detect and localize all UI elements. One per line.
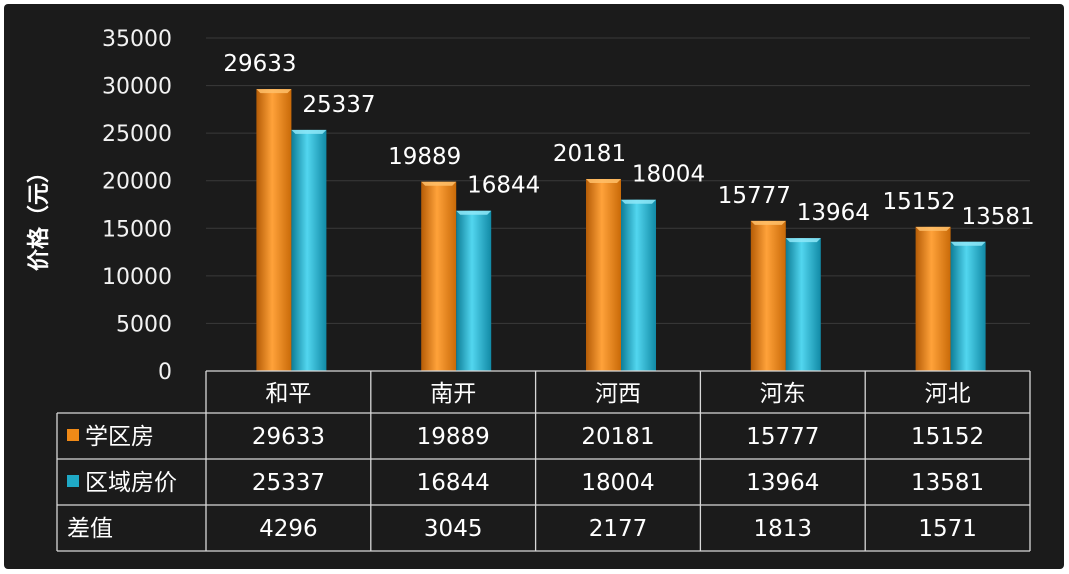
y-tick-label: 5000 bbox=[116, 312, 172, 337]
category-label: 河北 bbox=[925, 381, 971, 407]
bar-school-district bbox=[586, 178, 621, 371]
category-label: 和平 bbox=[265, 381, 311, 407]
category-label: 南开 bbox=[430, 381, 476, 407]
data-label: 25337 bbox=[302, 92, 375, 118]
y-tick-label: 35000 bbox=[102, 27, 172, 52]
bar-top-bevel bbox=[915, 226, 951, 231]
bar-top-bevel bbox=[621, 199, 656, 204]
y-axis-label: 价格（元） bbox=[26, 161, 52, 271]
category-label: 河东 bbox=[760, 381, 806, 407]
data-label: 13964 bbox=[797, 200, 870, 226]
y-tick-label: 15000 bbox=[102, 217, 172, 242]
table-cell: 19889 bbox=[417, 424, 490, 450]
data-label: 20181 bbox=[553, 141, 626, 167]
bar-top-bevel bbox=[456, 210, 492, 215]
table-cell: 15777 bbox=[746, 424, 819, 450]
data-label: 13581 bbox=[962, 204, 1035, 230]
data-label: 16844 bbox=[467, 173, 540, 199]
data-label: 29633 bbox=[223, 51, 296, 77]
table-cell: 16844 bbox=[417, 470, 490, 496]
bar-top-bevel bbox=[256, 89, 292, 94]
bar-top-bevel bbox=[750, 220, 786, 225]
bar-school-district bbox=[915, 226, 951, 371]
bar-school-district bbox=[256, 89, 292, 371]
data-label: 19889 bbox=[388, 144, 461, 170]
table-cell: 18004 bbox=[581, 470, 654, 496]
legend-entry: 差值 bbox=[67, 516, 113, 542]
table-cell: 3045 bbox=[424, 516, 483, 542]
table-cell: 13581 bbox=[911, 470, 984, 496]
legend-entry: 区域房价 bbox=[85, 470, 177, 496]
bar-top-bevel bbox=[586, 178, 621, 183]
table-cell: 29633 bbox=[252, 424, 325, 450]
bar-top-bevel bbox=[291, 129, 327, 134]
y-tick-label: 25000 bbox=[102, 122, 172, 147]
y-tick-label: 10000 bbox=[102, 265, 172, 290]
y-tick-label: 20000 bbox=[102, 170, 172, 195]
bar-top-bevel bbox=[421, 181, 457, 186]
bar-chart: 0 5000 10000 15000 20000 25000 30000 35000 2963… bbox=[26, 27, 1035, 552]
table-cell: 25337 bbox=[252, 470, 325, 496]
bars bbox=[256, 89, 986, 371]
bar-area-price bbox=[621, 199, 656, 371]
legend-swatch bbox=[67, 475, 79, 487]
table-cell: 4296 bbox=[259, 516, 318, 542]
y-tick-label: 0 bbox=[158, 360, 172, 385]
data-label: 15777 bbox=[718, 183, 791, 209]
bar-area-price bbox=[456, 210, 492, 371]
table-cell: 2177 bbox=[589, 516, 648, 542]
bar-school-district bbox=[421, 181, 457, 371]
table-cell: 1571 bbox=[918, 516, 977, 542]
data-label: 15152 bbox=[883, 189, 956, 215]
legend-swatch bbox=[67, 429, 79, 441]
bar-top-bevel bbox=[950, 241, 986, 246]
bar-school-district bbox=[750, 220, 786, 371]
table-cell: 15152 bbox=[911, 424, 984, 450]
table-cell: 13964 bbox=[746, 470, 819, 496]
bar-top-bevel bbox=[785, 238, 821, 243]
bar-area-price bbox=[950, 241, 986, 371]
table-cell: 20181 bbox=[581, 424, 654, 450]
y-tick-label: 30000 bbox=[102, 75, 172, 100]
category-label: 河西 bbox=[595, 381, 641, 407]
chart-frame: 0 5000 10000 15000 20000 25000 30000 35000 2963… bbox=[4, 4, 1064, 569]
legend-entry: 学区房 bbox=[85, 424, 154, 450]
bar-area-price bbox=[785, 238, 821, 371]
bar-area-price bbox=[291, 129, 327, 371]
table-cell: 1813 bbox=[754, 516, 813, 542]
y-axis-ticks: 0 5000 10000 15000 20000 25000 30000 35000 bbox=[102, 27, 172, 385]
data-label: 18004 bbox=[632, 162, 705, 188]
